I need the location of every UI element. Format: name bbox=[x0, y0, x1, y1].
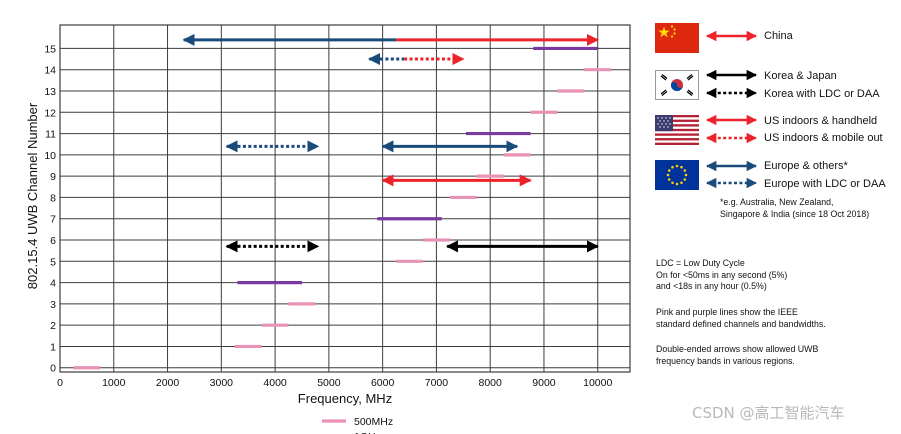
band-arrows bbox=[182, 33, 599, 253]
y-tick-label: 5 bbox=[50, 256, 56, 268]
x-tick-label: 9000 bbox=[532, 377, 556, 389]
eu-star bbox=[671, 165, 674, 169]
eu-star bbox=[667, 178, 671, 181]
eu-star bbox=[675, 182, 679, 186]
y-tick-label: 8 bbox=[50, 192, 56, 204]
ldc-note: LDC = Low Duty Cycle On for <50ms in any… bbox=[656, 258, 787, 293]
x-tick-label: 5000 bbox=[317, 377, 341, 389]
korea-flag-icon bbox=[655, 70, 699, 100]
china-flag-icon bbox=[655, 23, 699, 53]
x-axis-label: Frequency, MHz bbox=[298, 391, 392, 406]
y-tick-label: 10 bbox=[44, 150, 56, 162]
lines-note: Pink and purple lines show the IEEE stan… bbox=[656, 307, 826, 330]
x-tick-label: 1000 bbox=[102, 377, 126, 389]
bandwidth-legend-label: 500MHz bbox=[354, 416, 393, 428]
eu-star bbox=[667, 169, 671, 172]
legend-korea-ldc-label: Korea with LDC or DAA bbox=[764, 88, 880, 100]
eu-flag-icon bbox=[655, 160, 699, 190]
bandwidth-legend-label: 1GHz bbox=[354, 431, 381, 434]
arrows-line-2: frequency bands in various regions. bbox=[656, 355, 795, 366]
x-tick-label: 0 bbox=[57, 377, 63, 389]
x-tick-label: 10000 bbox=[583, 377, 612, 389]
eu-star bbox=[671, 181, 674, 185]
arrows-note: Double-ended arrows show allowed UWB fre… bbox=[656, 344, 818, 367]
legend-china-label: China bbox=[764, 30, 793, 42]
y-tick-label: 7 bbox=[50, 214, 56, 226]
legend-us-mobile-label: US indoors & mobile out bbox=[764, 132, 883, 144]
eu-star bbox=[680, 181, 683, 185]
eu-star bbox=[666, 173, 670, 177]
legend-korea-japan-label: Korea & Japan bbox=[764, 70, 837, 82]
legend-us-handheld-label: US indoors & handheld bbox=[764, 115, 878, 127]
y-tick-label: 14 bbox=[44, 65, 56, 77]
x-tick-label: 8000 bbox=[479, 377, 503, 389]
watermark: CSDN @高工智能汽车 bbox=[692, 404, 845, 422]
eu-star bbox=[675, 164, 679, 168]
ldc-line-3: and <18s in any hour (0.5%) bbox=[656, 281, 767, 292]
bandwidth-legend: 500MHz 1GHz bbox=[322, 416, 393, 434]
y-tick-label: 13 bbox=[44, 86, 56, 98]
x-tick-label: 2000 bbox=[156, 377, 180, 389]
arrows-line-1: Double-ended arrows show allowed UWB bbox=[656, 344, 819, 354]
legend-arrows bbox=[705, 30, 758, 189]
x-tick-label: 6000 bbox=[371, 377, 395, 389]
channel-lines bbox=[73, 46, 612, 370]
ldc-line-2: On for <50ms in any second (5%) bbox=[656, 269, 788, 280]
plot-frame bbox=[59, 24, 631, 373]
y-tick-label: 2 bbox=[50, 320, 56, 332]
y-tick-label: 6 bbox=[50, 235, 56, 247]
legend-europe-label: Europe & others* bbox=[764, 160, 848, 172]
y-tick-label: 15 bbox=[44, 43, 56, 55]
footnote-line-2: Singapore & India (since 18 Oct 2018) bbox=[720, 208, 870, 219]
y-tick-label: 3 bbox=[50, 299, 56, 311]
y-tick-label: 4 bbox=[50, 278, 56, 290]
legend-europe-ldc-label: Europe with LDC or DAA bbox=[764, 178, 886, 190]
eu-star bbox=[684, 173, 688, 177]
y-tick-label: 12 bbox=[44, 107, 56, 119]
grid bbox=[59, 24, 631, 373]
footnote: *e.g. Australia, New Zealand, Singapore … bbox=[720, 197, 869, 220]
y-tick-label: 11 bbox=[45, 129, 56, 141]
y-tick-label: 1 bbox=[50, 341, 56, 353]
eu-star bbox=[683, 169, 687, 172]
x-tick-label: 4000 bbox=[263, 377, 287, 389]
x-tick-labels: 0 1000 2000 3000 4000 5000 6000 7000 8000 9000 100… bbox=[57, 377, 612, 389]
us-flag-icon bbox=[655, 115, 699, 145]
x-tick-label: 3000 bbox=[210, 377, 234, 389]
x-tick-label: 7000 bbox=[425, 377, 449, 389]
y-axis-label: 802.15.4 UWB Channel Number bbox=[25, 102, 40, 289]
y-tick-label: 9 bbox=[50, 171, 56, 183]
ldc-line-1: LDC = Low Duty Cycle bbox=[656, 258, 745, 268]
y-tick-label: 0 bbox=[50, 363, 56, 375]
eu-star bbox=[683, 178, 687, 181]
eu-star bbox=[680, 165, 683, 169]
lines-line-2: standard defined channels and bandwidths… bbox=[656, 318, 826, 329]
footnote-line-1: *e.g. Australia, New Zealand, bbox=[720, 197, 834, 207]
lines-line-1: Pink and purple lines show the IEEE bbox=[656, 307, 798, 317]
